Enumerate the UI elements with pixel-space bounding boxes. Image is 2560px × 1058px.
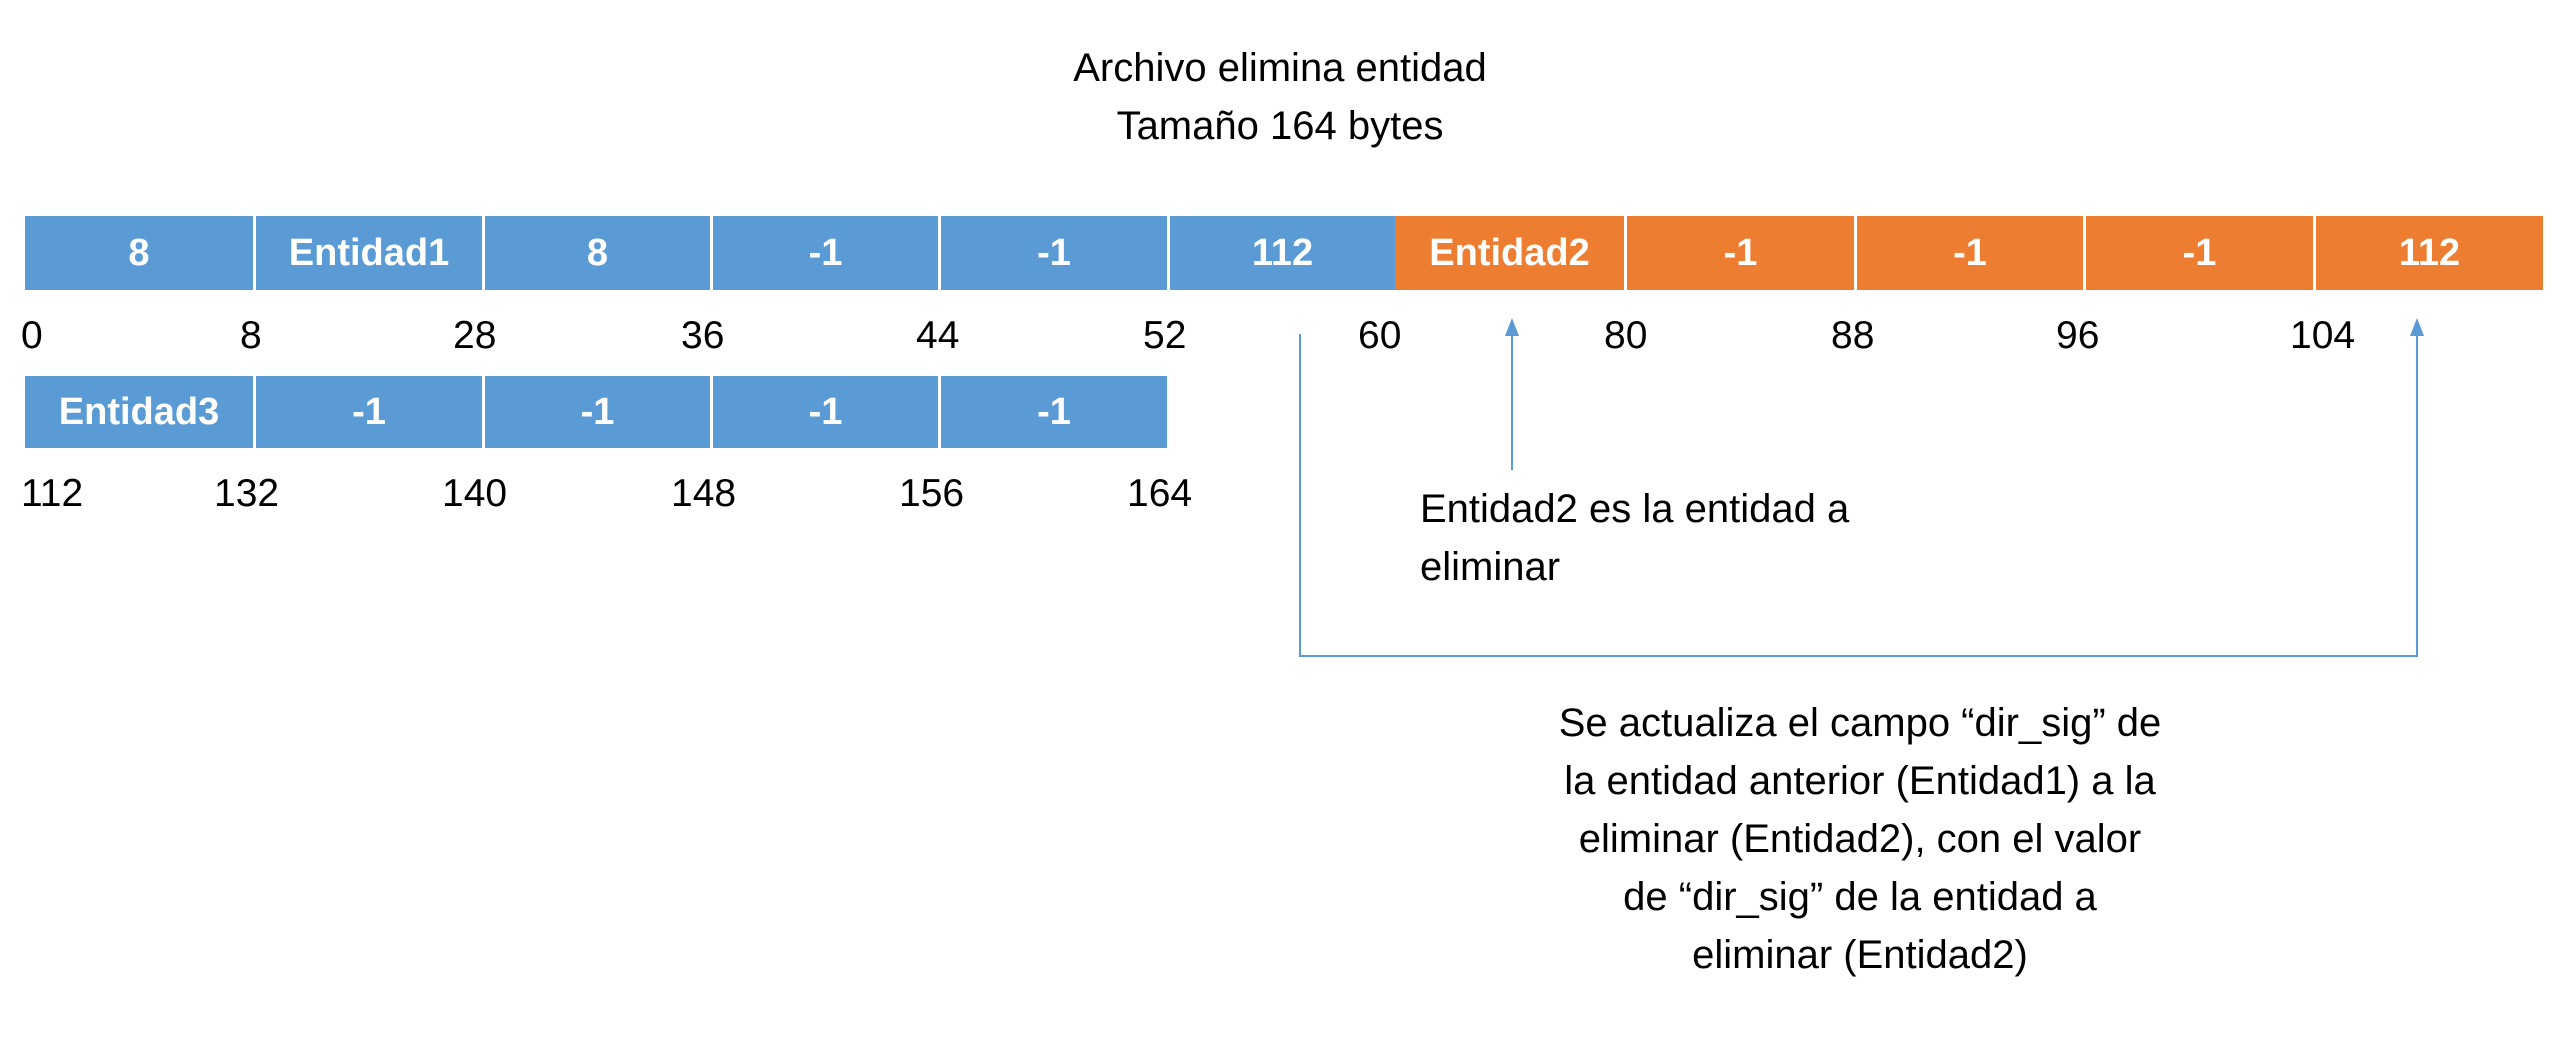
update-explanation-note: Se actualiza el campo “dir_sig” de la en… [1460, 694, 2260, 984]
row1-cell: 8 [25, 216, 253, 290]
byte-offset: 28 [453, 314, 497, 357]
note-line: eliminar (Entidad2), con el valor [1578, 817, 2142, 861]
note-line: Entidad2 es la entidad a [1420, 487, 1850, 531]
row1-cell: Entidad2 [1395, 216, 1624, 290]
row1-cell: -1 [710, 216, 938, 290]
row2-cell: Entidad3 [25, 376, 253, 448]
title-line-1: Archivo elimina entidad [1073, 46, 1487, 90]
row2-cell: -1 [482, 376, 710, 448]
row1-cell: Entidad1 [253, 216, 482, 290]
update-link-line [1299, 330, 2418, 657]
note-line: la entidad anterior (Entidad1) a la [1564, 759, 2156, 803]
delete-target-note: Entidad2 es la entidad a eliminar [1420, 480, 1849, 596]
byte-offset: 104 [2290, 314, 2356, 357]
byte-offset: 132 [214, 472, 280, 515]
row2-cell: -1 [938, 376, 1167, 448]
row1-cell: -1 [1854, 216, 2083, 290]
row1-cell: -1 [938, 216, 1167, 290]
note-line: eliminar [1420, 545, 1561, 589]
arrowhead-up-icon [1505, 318, 1519, 336]
byte-offset: 52 [1143, 314, 1187, 357]
row1-cell: 112 [1167, 216, 1395, 290]
row2-cell: -1 [710, 376, 938, 448]
byte-offset: 44 [916, 314, 960, 357]
byte-offset: 148 [671, 472, 737, 515]
row1-cell: -1 [2083, 216, 2313, 290]
row1-cell: 112 [2313, 216, 2543, 290]
byte-offset: 164 [1127, 472, 1193, 515]
byte-offset: 112 [21, 472, 84, 515]
title-line-2: Tamaño 164 bytes [1116, 104, 1444, 148]
arrowhead-up-icon [2410, 318, 2424, 336]
byte-offset: 8 [240, 314, 262, 357]
note-line: Se actualiza el campo “dir_sig” de [1558, 701, 2162, 745]
note-line: eliminar (Entidad2) [1692, 933, 2028, 977]
byte-offset: 96 [2056, 314, 2100, 357]
byte-offset: 0 [21, 314, 43, 357]
row1-cell: -1 [1624, 216, 1854, 290]
byte-offset: 140 [442, 472, 508, 515]
byte-offset: 88 [1831, 314, 1875, 357]
byte-offset: 36 [681, 314, 725, 357]
byte-offset: 60 [1358, 314, 1402, 357]
byte-offset: 80 [1604, 314, 1648, 357]
byte-offset: 156 [899, 472, 965, 515]
note-line: de “dir_sig” de la entidad a [1623, 875, 2097, 919]
row1-cell: 8 [482, 216, 710, 290]
row2-cell: -1 [253, 376, 482, 448]
